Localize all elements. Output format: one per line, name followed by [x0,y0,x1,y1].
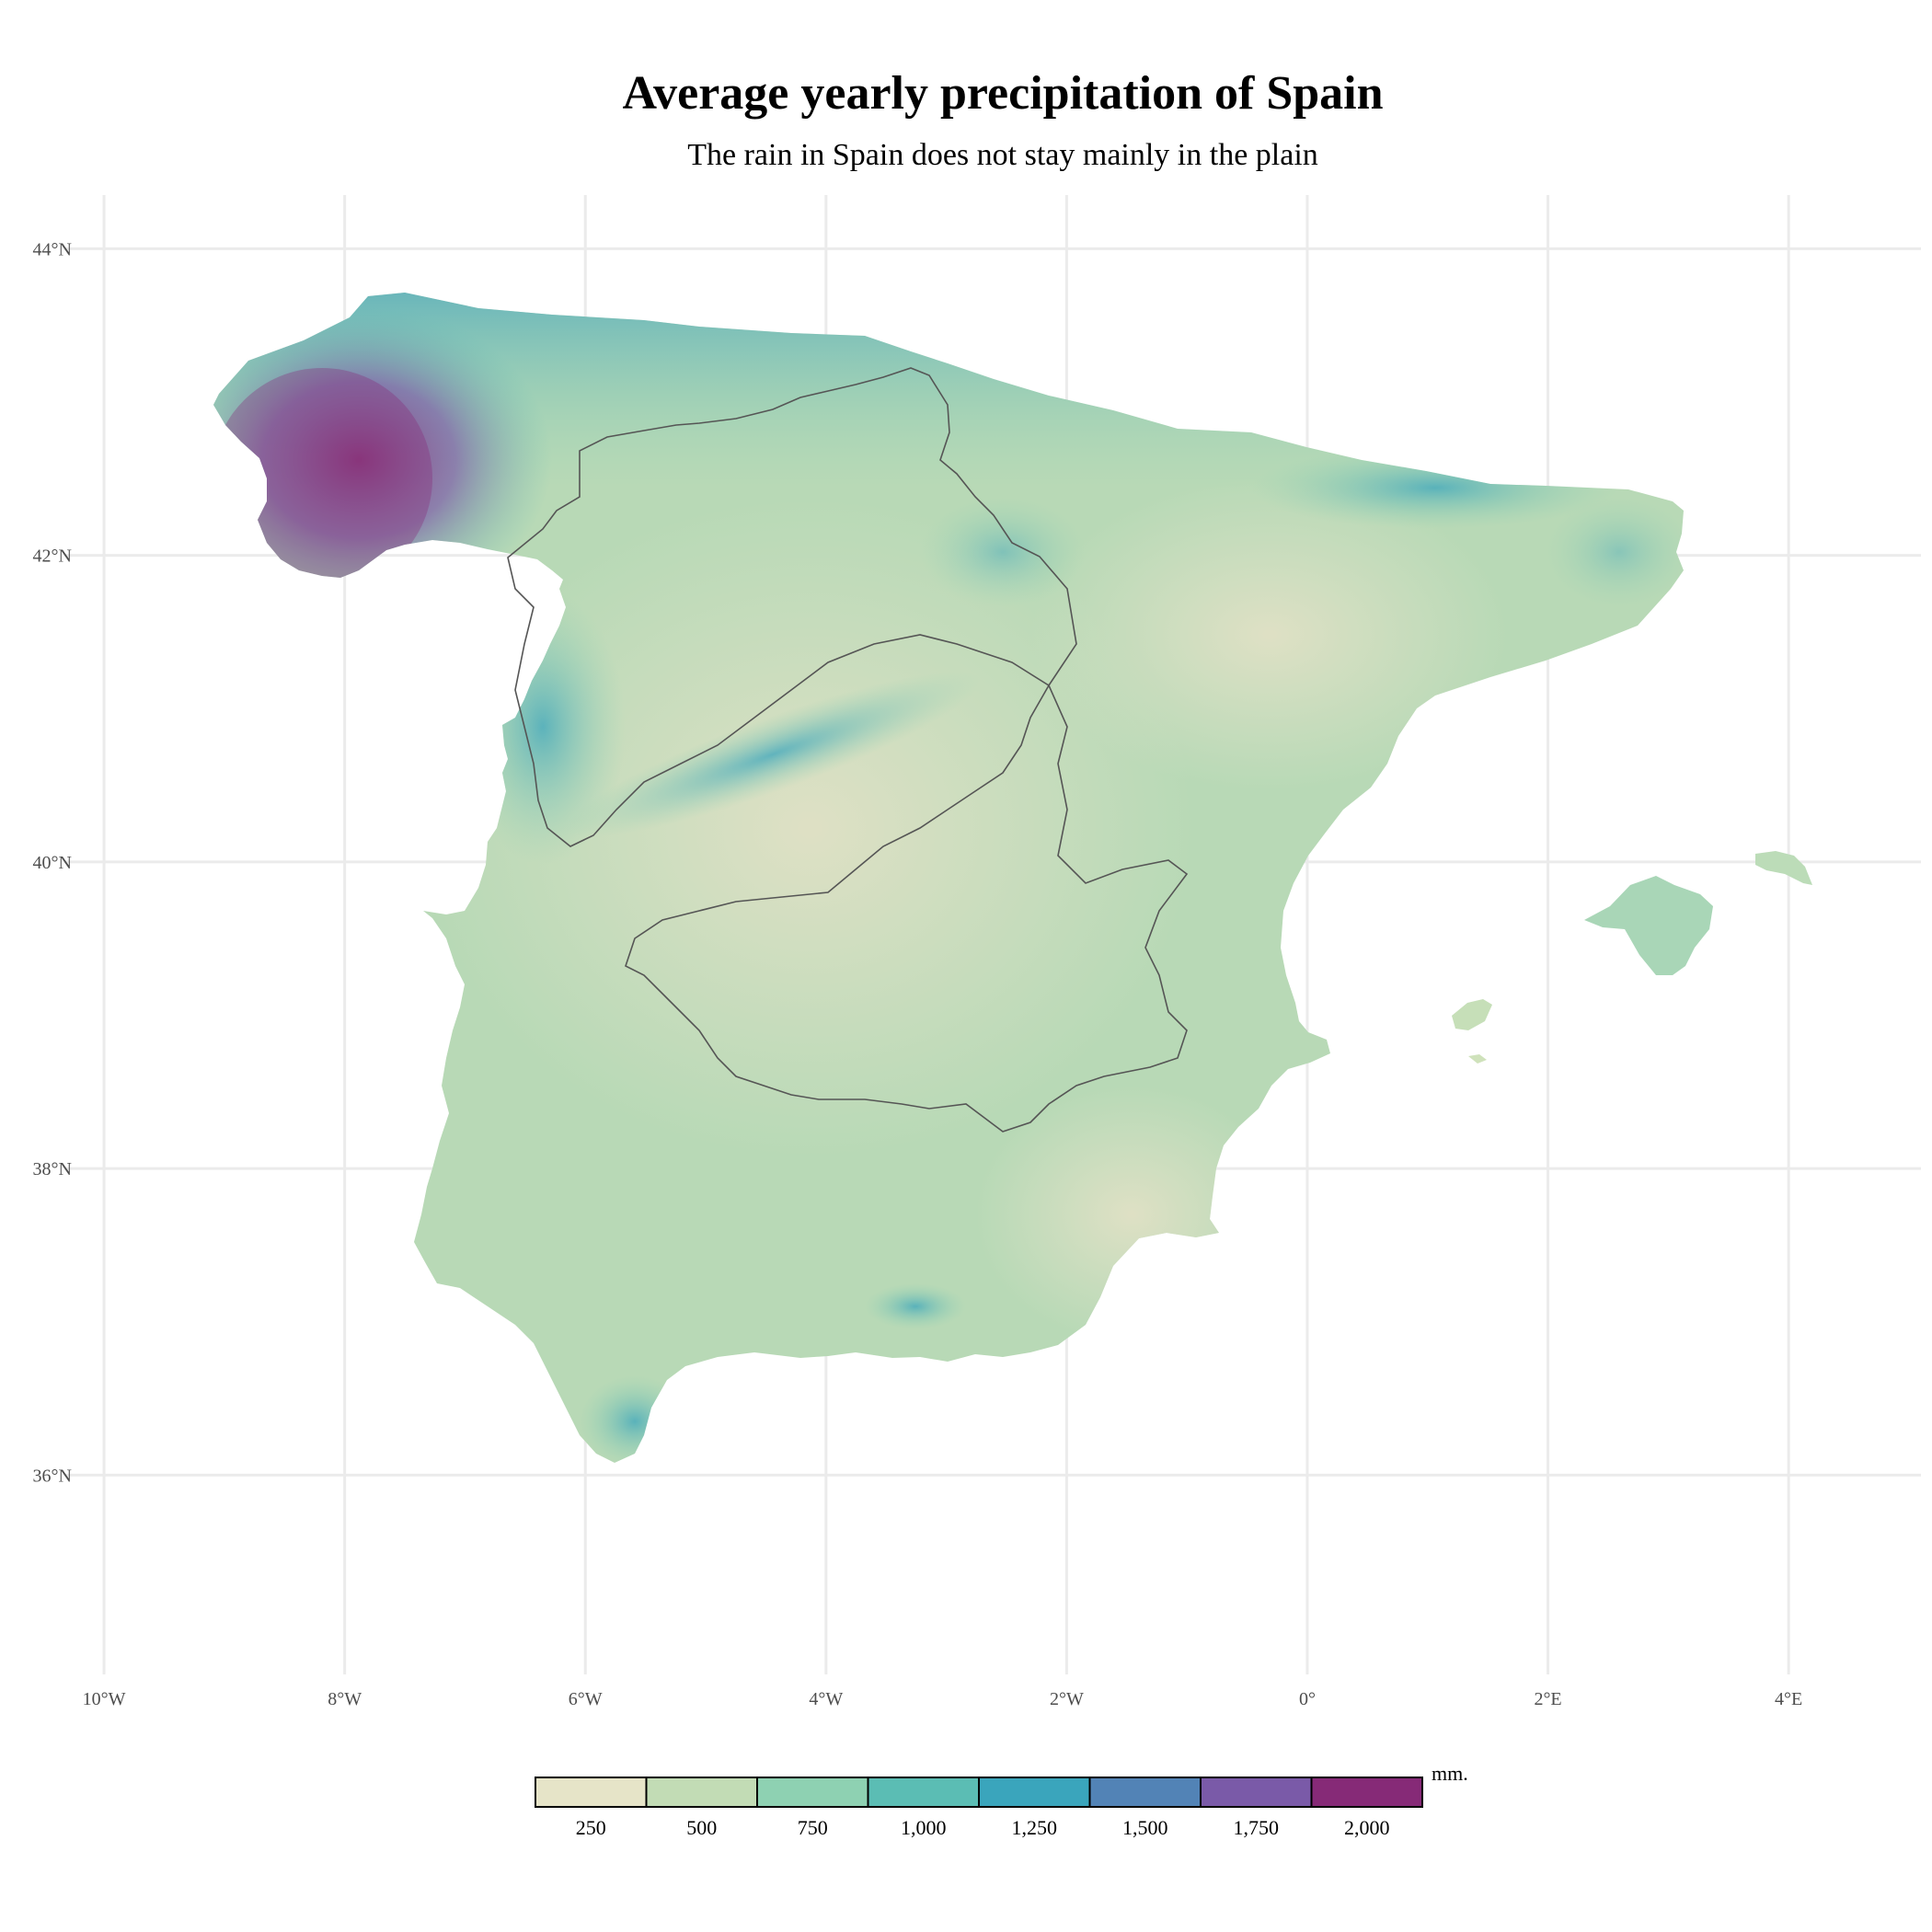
ibiza [1452,999,1492,1030]
y-tick-label: 38°N [33,1159,72,1179]
castilla-la-mancha-outline [625,684,1189,1133]
x-tick-label: 4°W [809,1689,843,1709]
map-subtitle: The rain in Spain does not stay mainly i… [687,138,1318,172]
y-tick-label: 44°N [33,239,72,259]
legend-swatch [1088,1777,1202,1808]
legend-swatch [1310,1777,1423,1808]
y-tick-label: 36°N [33,1466,72,1486]
x-tick-label: 6°W [569,1689,603,1709]
menorca [1755,851,1812,885]
legend-label: 1,000 [901,1816,947,1839]
legend-labels: 250 500 750 1,000 1,250 1,500 1,750 2,000 [576,1816,1390,1839]
legend-label: 1,500 [1122,1816,1168,1839]
legend-swatch [867,1777,980,1808]
legend-label: 2,000 [1344,1816,1390,1839]
castilla-leon-outline [507,367,1077,847]
legend-swatch [535,1777,648,1808]
x-tick-label: 0° [1299,1689,1316,1709]
legend-label: 1,250 [1012,1816,1058,1839]
legend-swatch [978,1777,1091,1808]
x-tick-label: 4°E [1775,1689,1802,1709]
legend-label: 750 [798,1816,828,1839]
legend-swatch [645,1777,758,1808]
legend-swatch [1200,1777,1313,1808]
x-tick-label: 10°W [83,1689,126,1709]
legend-label: 250 [576,1816,606,1839]
legend-label: 1,750 [1234,1816,1280,1839]
x-tick-label: 2°E [1534,1689,1561,1709]
x-tick-label: 2°W [1050,1689,1084,1709]
mallorca [1584,876,1713,975]
y-axis-labels: 44°N 42°N 40°N 38°N 36°N [33,239,72,1486]
formentera [1468,1054,1487,1064]
x-tick-label: 8°W [328,1689,362,1709]
y-tick-label: 40°N [33,853,72,873]
legend-label: 500 [686,1816,717,1839]
x-axis-labels: 10°W 8°W 6°W 4°W 2°W 0° 2°E 4°E [83,1689,1803,1709]
legend-swatch [756,1777,869,1808]
y-tick-label: 42°N [33,546,72,567]
legend-swatches [535,1777,1423,1808]
map-title: Average yearly precipitation of Spain [622,67,1384,120]
legend-unit: mm. [1432,1762,1468,1785]
